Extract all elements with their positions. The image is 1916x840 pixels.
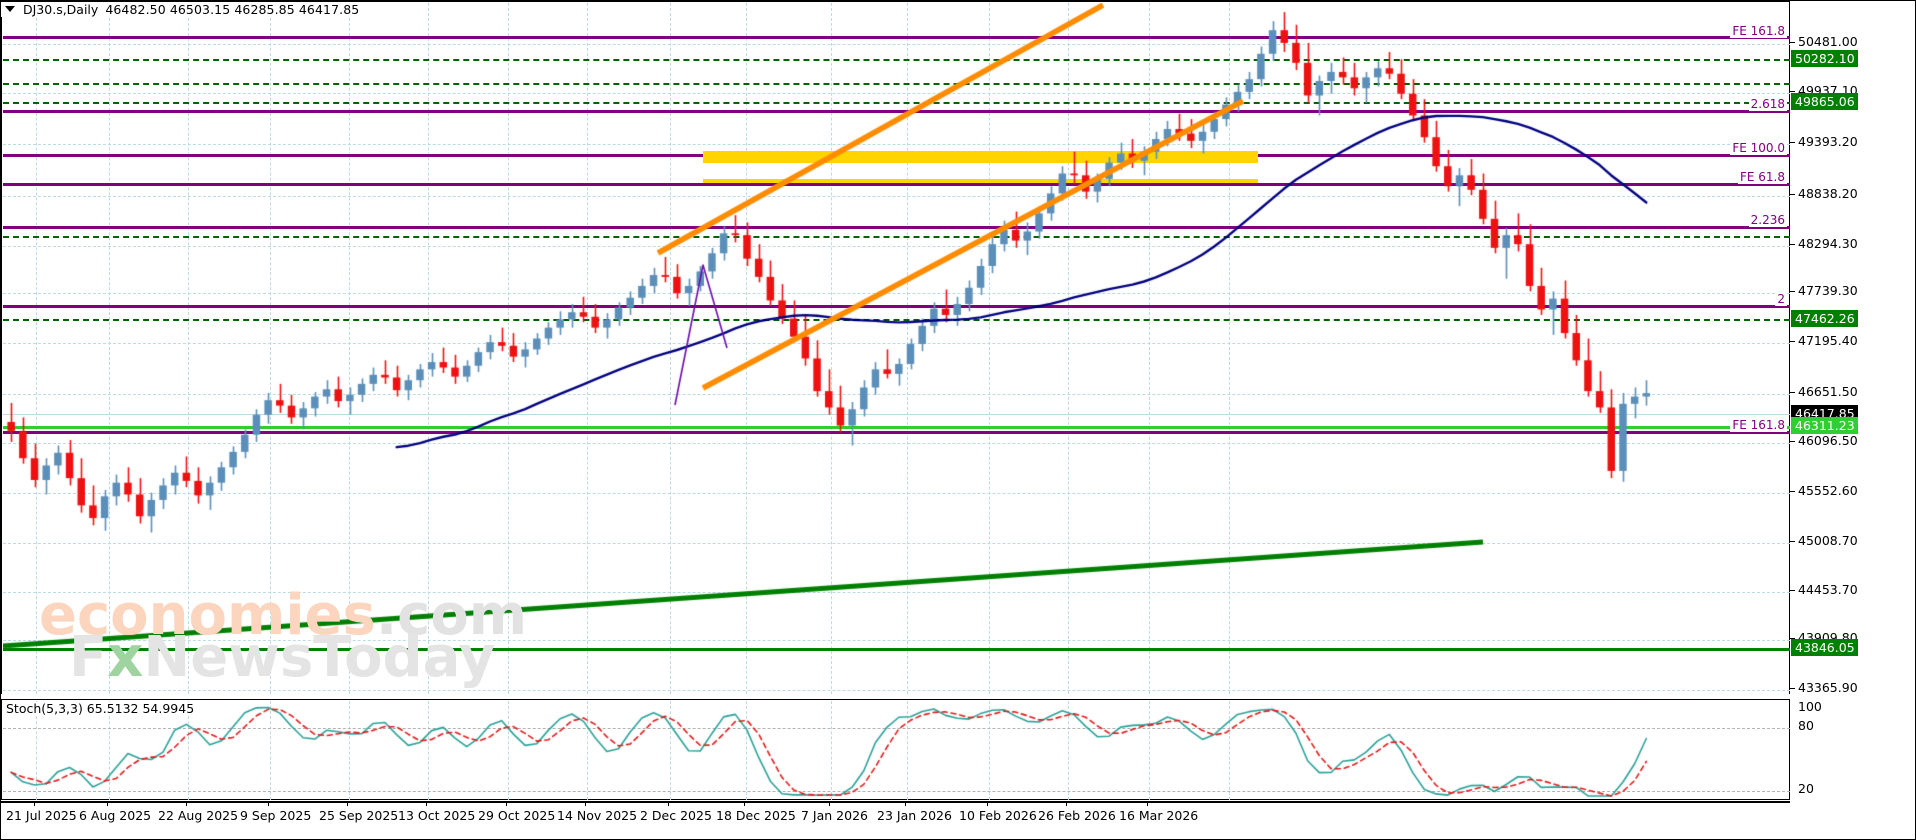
price-axis-highlight-label[interactable]: 46311.23 <box>1791 417 1858 434</box>
date-axis-label: 6 Aug 2025 <box>79 808 152 823</box>
price-axis-tick <box>1790 392 1795 393</box>
date-axis-tick <box>1147 801 1148 806</box>
price-axis-tick <box>1790 638 1795 639</box>
date-axis-tick <box>744 801 745 806</box>
date-axis-tick <box>268 801 269 806</box>
price-axis-tick <box>1790 688 1795 689</box>
stochastic-plot-area[interactable] <box>3 701 1790 800</box>
stoch-axis-label: 100 <box>1798 699 1822 714</box>
date-axis-tick <box>668 801 669 806</box>
date-axis-label: 2 Dec 2025 <box>640 808 712 823</box>
price-axis-tick <box>1790 341 1795 342</box>
stoch-axis-label: 20 <box>1798 781 1814 796</box>
price-axis-tick <box>1790 541 1795 542</box>
price-axis-label: 45008.70 <box>1798 533 1858 548</box>
date-axis-line <box>1 801 1790 803</box>
price-axis-label: 48294.30 <box>1798 236 1858 251</box>
price-axis-tick <box>1790 291 1795 292</box>
date-axis-tick <box>347 801 348 806</box>
price-axis-label: 48838.20 <box>1798 186 1858 201</box>
date-axis-label: 22 Aug 2025 <box>158 808 239 823</box>
price-axis-label: 46651.50 <box>1798 384 1858 399</box>
price-axis-label: 44453.70 <box>1798 582 1858 597</box>
price-axis-highlight-label[interactable]: 49865.06 <box>1791 93 1858 110</box>
date-axis-label: 14 Nov 2025 <box>557 808 638 823</box>
price-axis-highlight-label[interactable]: 50282.10 <box>1791 50 1858 67</box>
date-axis-label: 29 Oct 2025 <box>478 808 556 823</box>
date-axis-label: 26 Feb 2026 <box>1038 808 1116 823</box>
price-axis-label: 47195.40 <box>1798 333 1858 348</box>
level-label: 2 <box>1775 292 1787 306</box>
triangle-down-icon[interactable] <box>5 6 15 12</box>
chart-header: DJ30.s,Daily 46482.50 46503.15 46285.85 … <box>1 1 1915 17</box>
date-axis-label: 23 Jan 2026 <box>877 808 952 823</box>
price-axis-label: 47739.30 <box>1798 283 1858 298</box>
date-axis-tick <box>506 801 507 806</box>
level-label: FE 161.8 <box>1730 418 1787 432</box>
stochastic-panel[interactable] <box>1 699 1790 800</box>
date-axis-tick <box>426 801 427 806</box>
price-axis[interactable]: 50481.00 49937.10 49393.20 48838.20 48294.30… <box>1790 1 1915 695</box>
price-axis-label: 43365.90 <box>1798 680 1858 695</box>
date-axis-tick <box>905 801 906 806</box>
level-label: FE 100.0 <box>1730 141 1787 155</box>
date-axis-tick <box>107 801 108 806</box>
price-axis-tick <box>1790 142 1795 143</box>
price-axis-tick <box>1790 441 1795 442</box>
price-axis-label: 46096.50 <box>1798 433 1858 448</box>
stoch-axis-label: 80 <box>1798 718 1814 733</box>
price-axis-tick <box>1790 590 1795 591</box>
date-axis-label: 10 Feb 2026 <box>959 808 1037 823</box>
date-axis-tick <box>34 801 35 806</box>
date-axis-label: 16 Mar 2026 <box>1119 808 1199 823</box>
price-axis-tick <box>1790 244 1795 245</box>
level-label: 2.618 <box>1748 97 1787 111</box>
price-plot-area[interactable]: FE 161.8 2.618 FE 100.0 FE 61.8 2.236 2 FE 161… <box>3 3 1790 694</box>
price-axis-tick <box>1790 194 1795 195</box>
price-axis-tick <box>1790 42 1795 43</box>
level-label: FE 161.8 <box>1730 24 1787 38</box>
date-axis-tick <box>585 801 586 806</box>
stochastic-label: Stoch(5,3,3) 65.5132 54.9945 <box>5 702 198 716</box>
date-axis-tick <box>1066 801 1067 806</box>
price-chart-panel[interactable]: FE 161.8 2.618 FE 100.0 FE 61.8 2.236 2 FE 161… <box>1 1 1790 694</box>
date-axis-label: 13 Oct 2025 <box>398 808 476 823</box>
level-label: 2.236 <box>1748 213 1787 227</box>
price-axis-highlight-label[interactable]: 47462.26 <box>1791 310 1858 327</box>
date-axis-tick <box>829 801 830 806</box>
stochastic-canvas <box>3 701 1790 800</box>
price-axis-label: 45552.60 <box>1798 483 1858 498</box>
date-axis-label: 18 Dec 2025 <box>716 808 796 823</box>
stochastic-axis[interactable]: 100 80 20 <box>1790 699 1915 800</box>
date-axis-label: 9 Sep 2025 <box>240 808 312 823</box>
date-axis[interactable]: 21 Jul 2025 6 Aug 2025 22 Aug 2025 9 Sep 20… <box>1 801 1915 839</box>
price-axis-highlight-label[interactable]: 43846.05 <box>1791 639 1858 656</box>
date-axis-tick <box>987 801 988 806</box>
ohlc-values: 46482.50 46503.15 46285.85 46417.85 <box>105 1 360 17</box>
price-axis-label: 50481.00 <box>1798 34 1858 49</box>
price-axis-tick <box>1790 91 1795 92</box>
date-axis-label: 7 Jan 2026 <box>801 808 868 823</box>
date-axis-tick <box>186 801 187 806</box>
chart-header-inner[interactable]: DJ30.s,Daily 46482.50 46503.15 46285.85 … <box>1 1 366 17</box>
level-label: FE 61.8 <box>1737 170 1787 184</box>
date-axis-label: 21 Jul 2025 <box>6 808 77 823</box>
price-axis-label: 49393.20 <box>1798 134 1858 149</box>
candlestick-canvas <box>3 3 1790 694</box>
date-axis-label: 25 Sep 2025 <box>319 808 399 823</box>
price-axis-tick <box>1790 491 1795 492</box>
symbol-label: DJ30.s,Daily <box>23 1 99 17</box>
